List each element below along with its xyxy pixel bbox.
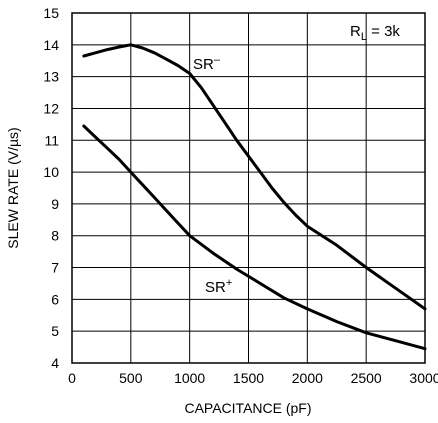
y-axis-title: SLEW RATE (V/µs): [5, 127, 21, 248]
series-line-sr-minus: [82, 43, 427, 311]
y-tick-label: 15: [43, 5, 59, 21]
y-tick-label: 8: [51, 228, 59, 244]
x-tick-label: 1000: [174, 370, 205, 386]
sr-minus-main: SR: [193, 56, 214, 73]
y-tick-label: 6: [51, 291, 59, 307]
x-tick-label: 2000: [292, 370, 323, 386]
y-tick-label: 12: [43, 100, 59, 116]
y-tick-label: 5: [51, 323, 59, 339]
x-tick-label: 0: [68, 370, 76, 386]
y-tick-label: 11: [44, 132, 59, 148]
y-tick-label: 13: [43, 69, 59, 85]
y-tick-label: 4: [51, 355, 59, 371]
sr-plus-label: SR+: [205, 277, 232, 296]
series-line-sr-plus: [82, 124, 427, 351]
y-tick-label: 10: [43, 164, 59, 180]
tick-labels: 0 500 1000 1500 2000 2500 3000 4 5 6 7 8 9 10 11 12 13 14…: [43, 5, 438, 386]
series-layer: [82, 43, 427, 351]
sr-minus-label: SR–: [193, 54, 221, 73]
x-tick-label: 1500: [233, 370, 264, 386]
condition-main: R: [350, 23, 361, 40]
condition-rest: = 3k: [367, 23, 400, 40]
y-tick-label: 9: [51, 196, 59, 212]
x-tick-label: 500: [119, 370, 143, 386]
sr-plus-main: SR: [205, 279, 226, 296]
sr-plus-sup: +: [226, 277, 232, 289]
plot-frame: [71, 12, 426, 364]
x-tick-label: 2500: [351, 370, 382, 386]
condition-sub: L: [361, 31, 367, 43]
y-tick-label: 14: [43, 37, 59, 53]
x-axis-title: CAPACITANCE (pF): [184, 400, 311, 416]
condition-annotation: RL = 3k: [350, 23, 400, 43]
x-tick-label: 3000: [409, 370, 438, 386]
grid: [71, 12, 426, 364]
y-tick-label: 7: [51, 260, 59, 276]
plot-border: [71, 12, 426, 364]
sr-minus-sup: –: [214, 54, 221, 66]
